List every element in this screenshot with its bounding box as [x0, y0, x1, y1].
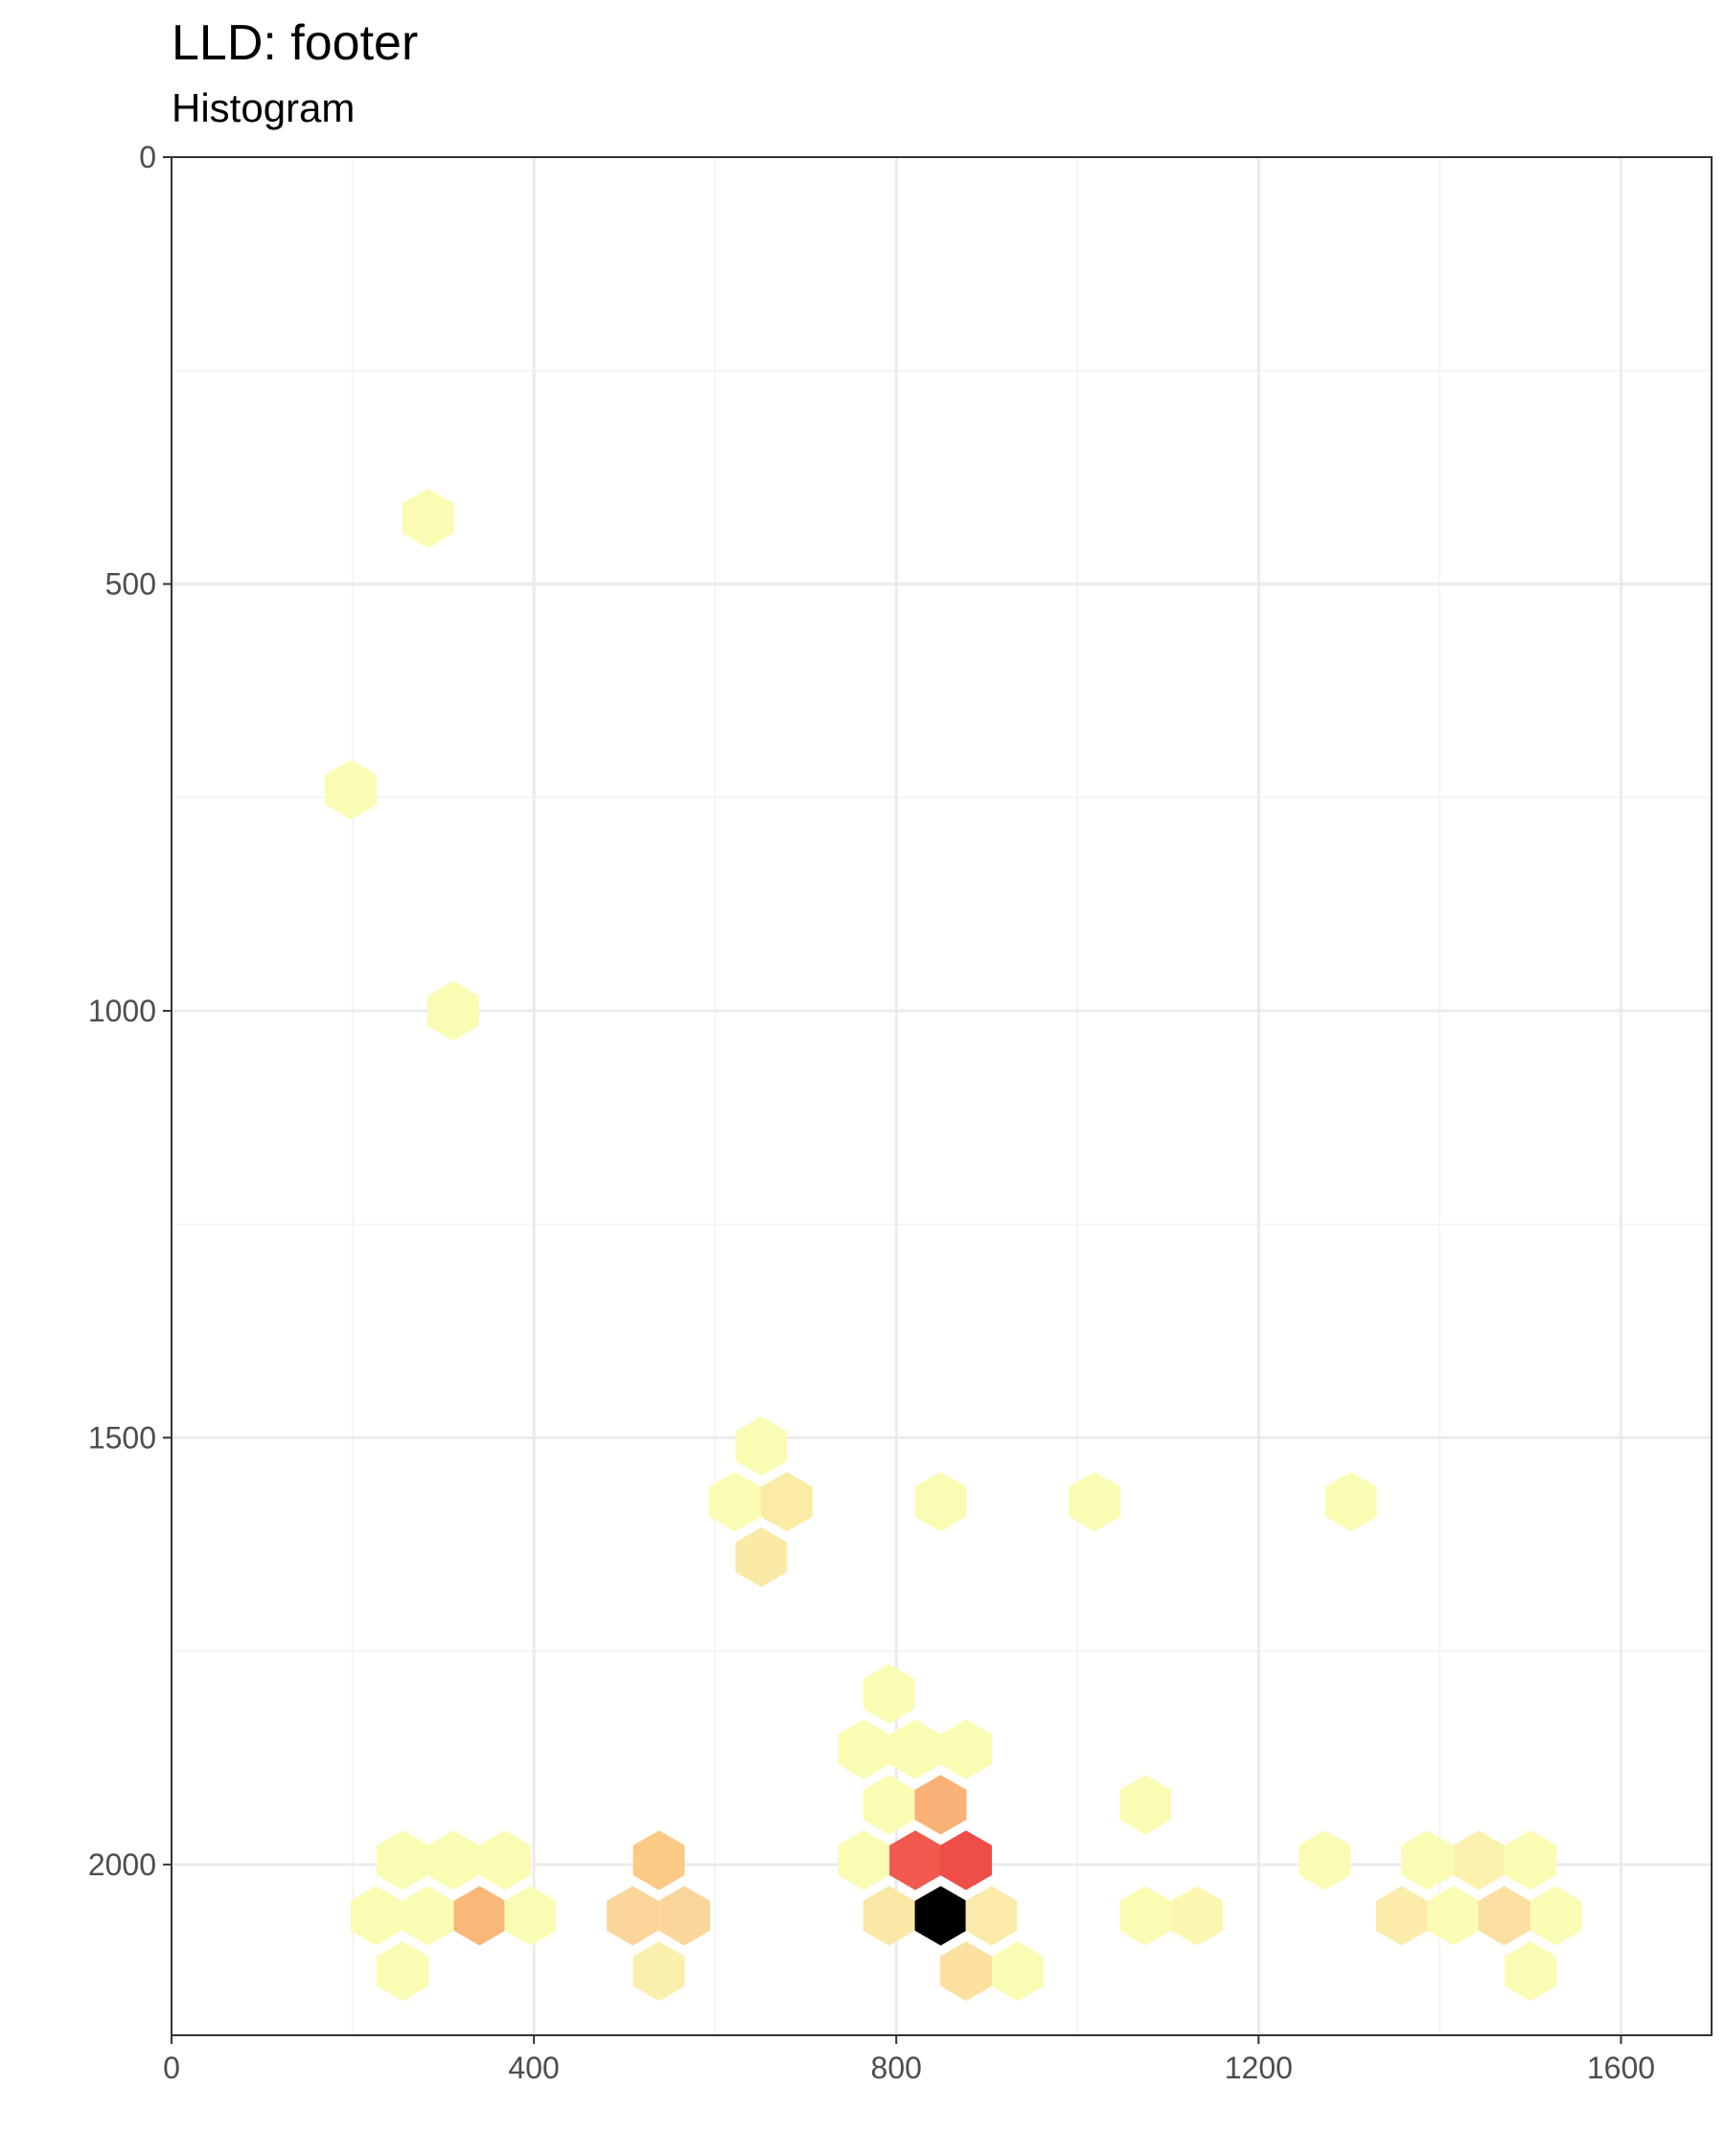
hexbin-cell — [632, 1830, 685, 1891]
hexbin-cell — [862, 1775, 915, 1835]
hexbin-cell — [914, 1886, 967, 1946]
x-tick-label: 0 — [163, 2051, 180, 2085]
hexbin-cell — [965, 1886, 1018, 1946]
hexbin-cell — [889, 1719, 941, 1779]
hexbin-cell — [862, 1886, 915, 1946]
hexbin-cell — [735, 1527, 788, 1588]
hexbin-cell — [350, 1886, 402, 1946]
axes: 0 400 800 1200 1600 0 500 1000 1500 2000 — [88, 140, 1655, 2085]
hexbin-cell — [914, 1775, 967, 1835]
x-tick-label: 1200 — [1225, 2051, 1293, 2085]
hexbin-cell — [889, 1830, 941, 1891]
hexbin-cell — [940, 1719, 992, 1779]
y-tick-label: 2000 — [88, 1847, 156, 1882]
hexbin-cell — [760, 1472, 813, 1532]
hexbin-cell — [377, 1830, 428, 1891]
hexbin-cell — [1505, 1941, 1556, 2002]
chart-subtitle: Histogram — [172, 85, 356, 130]
hexbin-cell — [940, 1830, 992, 1891]
hexbin-cell — [325, 760, 378, 820]
hexbin-cell — [992, 1941, 1044, 2002]
hexbin-cell — [1171, 1886, 1223, 1946]
hexbin-cell — [427, 980, 479, 1041]
hexbin-cell — [1069, 1472, 1121, 1532]
hexbin-cell — [427, 1830, 479, 1891]
plot-panel-border — [171, 156, 1713, 2036]
hexbin-cell — [1119, 1886, 1172, 1946]
hexbin-cell — [607, 1886, 659, 1946]
hexbin-cell — [1401, 1830, 1454, 1891]
hexbin-cell — [1478, 1886, 1530, 1946]
hexbin-cell — [632, 1941, 685, 2002]
hexbin-cell — [838, 1719, 890, 1779]
hexbin-cell — [1299, 1830, 1351, 1891]
hexbin-cell — [478, 1830, 531, 1891]
hexbin-cells — [325, 488, 1582, 2002]
hexbin-cell — [658, 1886, 710, 1946]
hexbin-cell — [1453, 1830, 1505, 1891]
hexbin-cell — [838, 1830, 890, 1891]
hexbin-cell — [709, 1472, 761, 1532]
hexbin-cell — [402, 488, 454, 548]
y-tick-label: 0 — [139, 140, 156, 174]
hexbin-cell — [377, 1941, 428, 2002]
y-tick-label: 1500 — [88, 1420, 156, 1455]
hexbin-cell — [1324, 1472, 1377, 1532]
x-tick-label: 800 — [871, 2051, 922, 2085]
y-tick-label: 500 — [105, 566, 156, 601]
hexbin-cell — [1119, 1775, 1172, 1835]
hexbin-cell — [402, 1886, 454, 1946]
hexbin-cell — [862, 1663, 915, 1724]
x-tick-label: 400 — [508, 2051, 559, 2085]
hexbin-cell — [504, 1886, 557, 1946]
hexbin-cell — [940, 1941, 992, 2002]
x-tick-label: 1600 — [1587, 2051, 1655, 2085]
hexbin-cell — [453, 1886, 506, 1946]
hexbin-cell — [735, 1416, 788, 1477]
chart-title: LLD: footer — [172, 15, 419, 71]
hexbin-cell — [1530, 1886, 1582, 1946]
hexbin-cell — [1427, 1886, 1480, 1946]
hexbin-cell — [1375, 1886, 1428, 1946]
y-tick-label: 1000 — [88, 994, 156, 1028]
hexbin-cell — [914, 1472, 967, 1532]
hexbin-cell — [1505, 1830, 1556, 1891]
